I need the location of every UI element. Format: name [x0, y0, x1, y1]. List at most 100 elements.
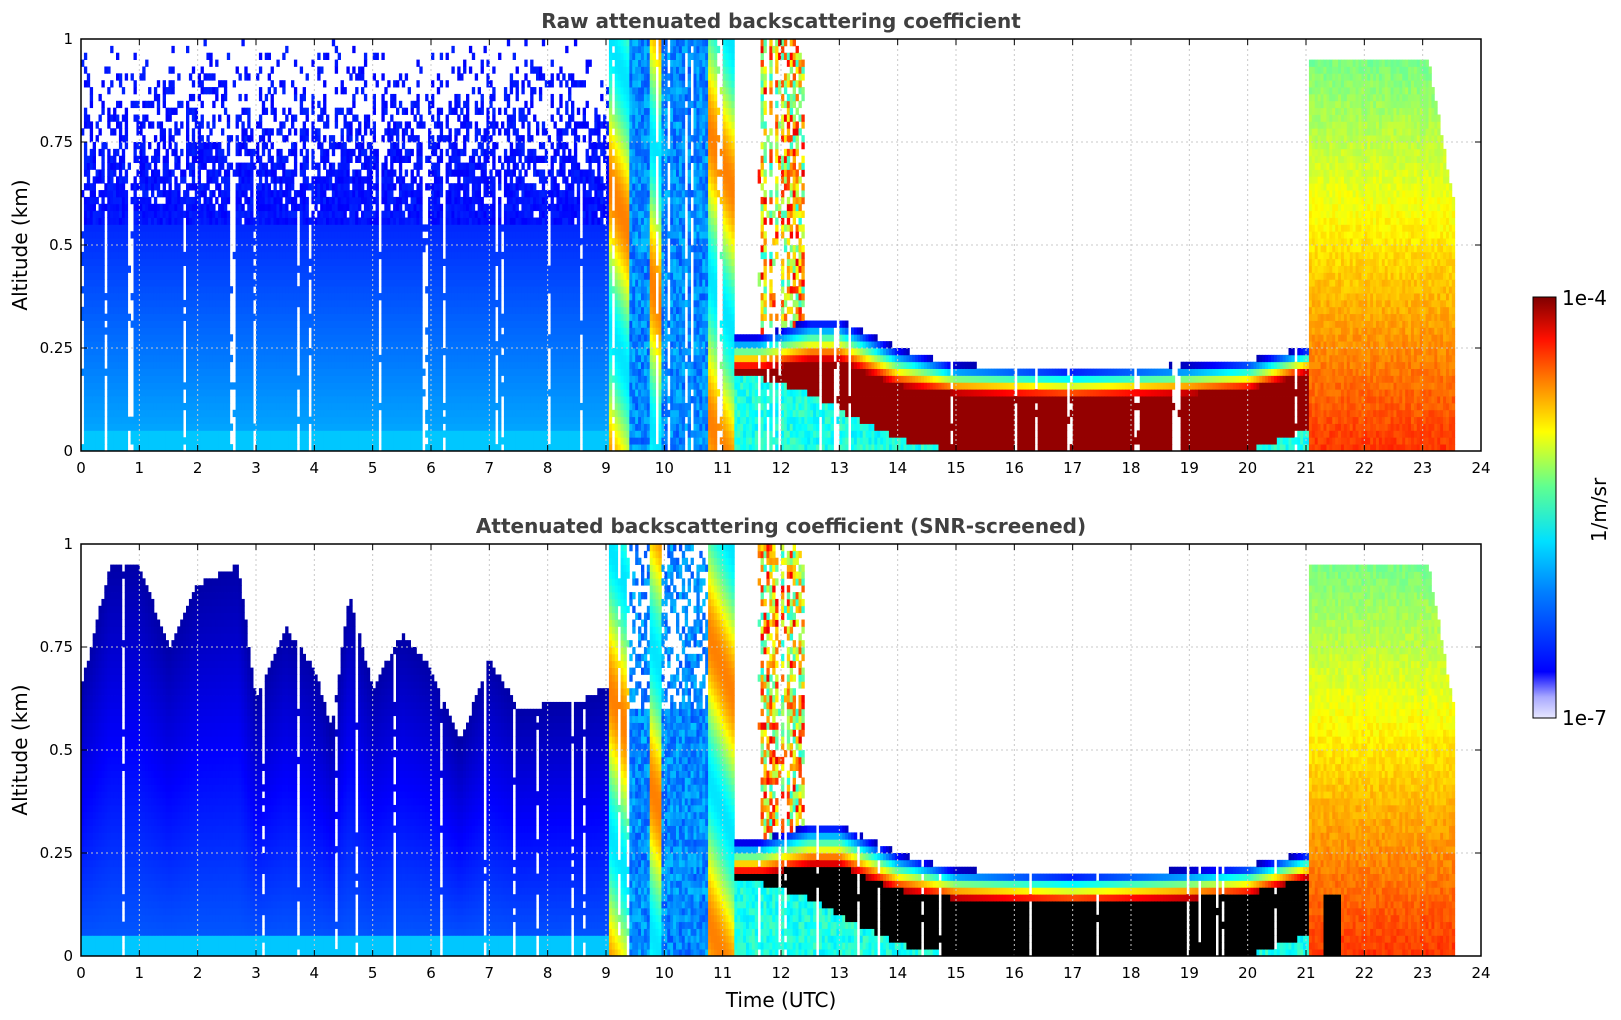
heatmap-cell [375, 306, 379, 315]
heatmap-cell [221, 258, 225, 266]
heatmap-cell [410, 148, 414, 157]
heatmap-cell [124, 430, 129, 438]
heatmap-cell [159, 265, 164, 273]
heatmap-cell [299, 396, 304, 404]
heatmap-cell [110, 396, 114, 404]
heatmap-cell [366, 210, 371, 218]
heatmap-cell [113, 162, 117, 170]
heatmap-cell [340, 238, 344, 246]
heatmap-cell [381, 135, 385, 143]
heatmap-cell [413, 224, 417, 232]
heatmap-cell [250, 327, 254, 335]
heatmap-cell [133, 402, 137, 411]
heatmap-cell [326, 293, 330, 301]
heatmap-cell [110, 80, 114, 88]
heatmap-cell [384, 430, 388, 438]
heatmap-cell [346, 423, 350, 431]
heatmap-cell [331, 327, 336, 335]
heatmap-cell [264, 409, 269, 418]
heatmap-cell [282, 272, 286, 280]
heatmap-cell [320, 272, 324, 280]
heatmap-cell [162, 375, 166, 383]
heatmap-cell [183, 437, 187, 445]
heatmap-cell [258, 361, 263, 369]
heatmap-cell [200, 155, 204, 163]
heatmap-cell [328, 444, 333, 451]
heatmap-cell [212, 162, 216, 170]
heatmap-cell [299, 334, 304, 342]
heatmap-cell [110, 306, 114, 315]
heatmap-cell [320, 190, 324, 198]
heatmap-cell [267, 334, 271, 342]
heatmap-cell [168, 128, 172, 136]
heatmap-cell [372, 444, 376, 451]
heatmap-cell [372, 368, 376, 376]
heatmap-cell [110, 196, 114, 205]
heatmap-cell [261, 190, 266, 198]
heatmap-cell [212, 210, 216, 218]
heatmap-cell [101, 258, 105, 266]
heatmap-cell [159, 368, 164, 376]
heatmap-cell [270, 382, 274, 390]
heatmap-cell [130, 293, 134, 301]
heatmap-cell [355, 251, 359, 260]
heatmap-cell [223, 348, 228, 356]
heatmap-cell [148, 258, 152, 266]
heatmap-cell [226, 416, 231, 424]
heatmap-cell [226, 196, 231, 205]
heatmap-cell [363, 348, 368, 356]
heatmap-cell [381, 375, 385, 383]
heatmap-cell [212, 334, 216, 342]
heatmap-cell [142, 313, 146, 321]
heatmap-cell [258, 430, 263, 438]
heatmap-cell [238, 382, 242, 390]
heatmap-cell [142, 320, 146, 328]
heatmap-cell [203, 258, 207, 266]
heatmap-cell [311, 423, 315, 431]
heatmap-cell [244, 361, 248, 369]
heatmap-cell [162, 142, 166, 150]
heatmap-cell [270, 444, 274, 451]
heatmap-cell [218, 409, 222, 418]
heatmap-cell [317, 114, 321, 122]
heatmap-cell [407, 272, 411, 280]
heatmap-cell [235, 299, 239, 308]
heatmap-cell [337, 176, 341, 184]
heatmap-cell [162, 306, 166, 315]
heatmap-cell [168, 258, 172, 266]
heatmap-cell [387, 416, 391, 424]
heatmap-cell [393, 217, 397, 225]
heatmap-cell [218, 327, 222, 335]
heatmap-cell [337, 279, 341, 287]
heatmap-cell [81, 190, 85, 198]
heatmap-cell [162, 354, 166, 363]
heatmap-cell [250, 265, 254, 273]
heatmap-cell [235, 382, 239, 390]
heatmap-cell [384, 306, 388, 315]
heatmap-cell [299, 135, 304, 143]
heatmap-cell [171, 368, 175, 376]
heatmap-cell [305, 293, 309, 301]
heatmap-cell [384, 258, 388, 266]
heatmap-cell [285, 279, 289, 287]
heatmap-cell [118, 341, 123, 349]
heatmap-cell [401, 286, 406, 294]
heatmap-cell [235, 361, 239, 369]
heatmap-cell [273, 286, 277, 294]
heatmap-cell [215, 224, 219, 232]
heatmap-cell [323, 251, 327, 260]
heatmap-cell [358, 444, 362, 451]
heatmap-cell [110, 245, 114, 253]
heatmap-cell [151, 190, 155, 198]
heatmap-cell [86, 396, 91, 404]
heatmap-cell [101, 279, 105, 287]
heatmap-cell [366, 389, 371, 397]
heatmap-cell [291, 375, 295, 383]
heatmap-cell [197, 148, 201, 157]
heatmap-cell [404, 306, 409, 315]
heatmap-cell [153, 375, 158, 383]
heatmap-cell [194, 437, 199, 445]
heatmap-cell [218, 251, 222, 260]
heatmap-cell [308, 416, 312, 424]
heatmap-cell [328, 265, 333, 273]
